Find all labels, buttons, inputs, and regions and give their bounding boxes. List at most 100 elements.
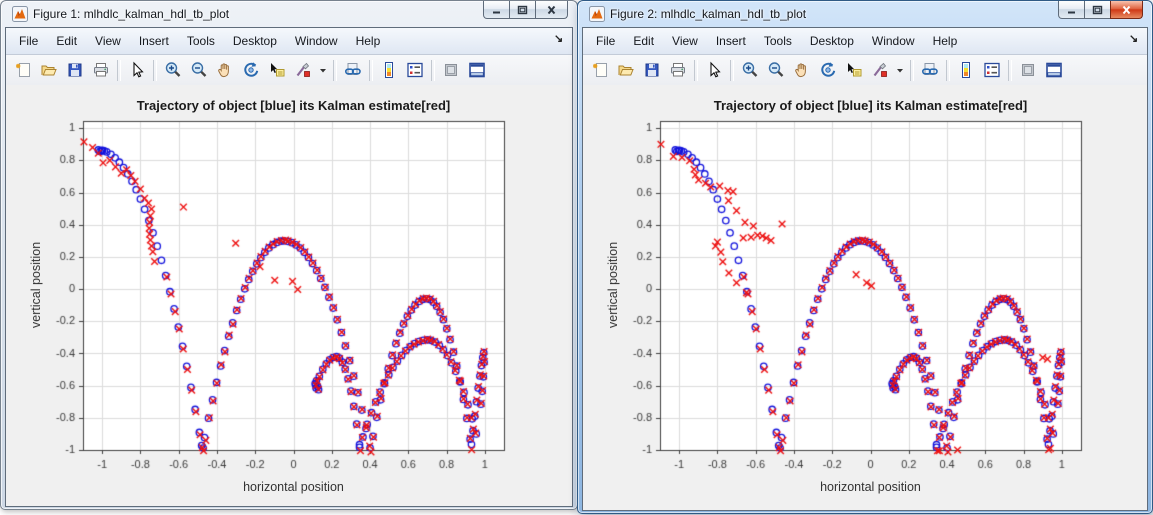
toolbar-separator: [369, 59, 373, 81]
toolbar-separator: [946, 59, 950, 81]
hide-plot-tools-icon: [1022, 64, 1034, 76]
matlab-figure-icon: [589, 6, 605, 22]
insert-colorbar-icon: [385, 62, 393, 78]
zoom-in-icon: [742, 62, 758, 77]
open-file-button[interactable]: [613, 57, 639, 83]
menu-item-window[interactable]: Window: [294, 33, 338, 48]
save-figure-button[interactable]: [639, 57, 665, 83]
menu-overflow-icon[interactable]: ↘: [1129, 33, 1139, 45]
link-plot-button[interactable]: [917, 57, 943, 83]
restore-button[interactable]: [509, 1, 536, 19]
window-titlebar[interactable]: Figure 2: mlhdlc_kalman_hdl_tb_plot: [582, 1, 1148, 27]
x-axis-label: horizontal position: [820, 480, 921, 494]
brush-data-icon: [296, 62, 310, 77]
minimize-button[interactable]: [1058, 1, 1085, 19]
new-figure-button[interactable]: [587, 57, 613, 83]
link-plot-icon: [921, 63, 938, 75]
pan-hand-button[interactable]: [212, 57, 238, 83]
link-plot-icon: [344, 63, 361, 75]
edit-plot-arrow-button[interactable]: [124, 57, 150, 83]
toolbar-separator: [694, 59, 698, 81]
brush-data-button[interactable]: [290, 57, 316, 83]
figure-window-2: Figure 2: mlhdlc_kalman_hdl_tb_plot File…: [577, 0, 1153, 514]
toolbar-separator: [910, 59, 914, 81]
x-axis-label: horizontal position: [243, 480, 344, 494]
restore-button[interactable]: [1084, 1, 1111, 19]
zoom-in-button[interactable]: [737, 57, 763, 83]
zoom-out-button[interactable]: [186, 57, 212, 83]
plot-axes[interactable]: [583, 85, 1147, 503]
toolbar-separator: [153, 59, 157, 81]
menu-item-insert[interactable]: Insert: [138, 33, 169, 48]
rotate-3d-button[interactable]: [815, 57, 841, 83]
insert-legend-button[interactable]: [979, 57, 1005, 83]
link-plot-button[interactable]: [340, 57, 366, 83]
insert-legend-button[interactable]: [402, 57, 428, 83]
print-figure-button[interactable]: [665, 57, 691, 83]
new-figure-button[interactable]: [10, 57, 36, 83]
data-cursor-icon: [271, 63, 285, 77]
zoom-in-button[interactable]: [160, 57, 186, 83]
y-axis-label: vertical position: [29, 241, 43, 329]
edit-plot-arrow-button[interactable]: [701, 57, 727, 83]
data-cursor-button[interactable]: [264, 57, 290, 83]
close-button[interactable]: [1110, 1, 1143, 19]
rotate-3d-icon: [244, 62, 259, 77]
brush-dropdown-icon[interactable]: [893, 57, 907, 83]
menu-item-view[interactable]: View: [672, 33, 698, 48]
rotate-3d-icon: [821, 62, 836, 77]
save-figure-icon: [68, 63, 82, 77]
hide-plot-tools-button[interactable]: [1015, 57, 1041, 83]
show-plot-tools-button[interactable]: [1041, 57, 1067, 83]
window-content: File Edit View Insert Tools Desktop Window Help…: [5, 27, 573, 507]
toolbar-separator: [431, 59, 435, 81]
brush-dropdown-icon: [897, 69, 903, 73]
menu-item-help[interactable]: Help: [355, 33, 381, 48]
menu-item-help[interactable]: Help: [932, 33, 958, 48]
menu-item-window[interactable]: Window: [871, 33, 915, 48]
window-titlebar[interactable]: Figure 1: mlhdlc_kalman_hdl_tb_plot: [5, 1, 573, 27]
show-plot-tools-icon: [469, 62, 485, 78]
minimize-button[interactable]: [483, 1, 510, 19]
zoom-out-icon: [768, 62, 784, 77]
toolbar-separator: [1008, 59, 1012, 81]
menu-item-tools[interactable]: Tools: [186, 33, 215, 48]
insert-legend-icon: [984, 62, 1000, 78]
show-plot-tools-button[interactable]: [464, 57, 490, 83]
menu-item-view[interactable]: View: [95, 33, 121, 48]
brush-dropdown-icon[interactable]: [316, 57, 330, 83]
brush-data-button[interactable]: [867, 57, 893, 83]
menu-item-edit[interactable]: Edit: [56, 33, 78, 48]
menu-item-insert[interactable]: Insert: [715, 33, 746, 48]
menu-bar: File Edit View Insert Tools Desktop Window Help…: [6, 28, 572, 55]
menu-bar: File Edit View Insert Tools Desktop Window Help…: [583, 28, 1147, 55]
rotate-3d-button[interactable]: [238, 57, 264, 83]
menu-item-file[interactable]: File: [19, 33, 39, 48]
open-file-button[interactable]: [36, 57, 62, 83]
data-cursor-button[interactable]: [841, 57, 867, 83]
menu-item-desktop[interactable]: Desktop: [232, 33, 277, 48]
new-figure-icon: [593, 63, 607, 77]
figure-canvas-area: Trajectory of object [blue] its Kalman e…: [6, 85, 572, 506]
pan-hand-button[interactable]: [789, 57, 815, 83]
insert-colorbar-button[interactable]: [953, 57, 979, 83]
window-content: File Edit View Insert Tools Desktop Window Help…: [582, 27, 1148, 511]
zoom-out-button[interactable]: [763, 57, 789, 83]
close-button[interactable]: [535, 1, 568, 19]
pan-hand-icon: [218, 63, 229, 78]
plot-title: Trajectory of object [blue] its Kalman e…: [713, 98, 1028, 113]
toolbar-separator: [117, 59, 121, 81]
save-figure-button[interactable]: [62, 57, 88, 83]
hide-plot-tools-button[interactable]: [438, 57, 464, 83]
print-figure-button[interactable]: [88, 57, 114, 83]
menu-overflow-icon[interactable]: ↘: [554, 33, 564, 45]
menu-item-tools[interactable]: Tools: [763, 33, 792, 48]
menu-item-edit[interactable]: Edit: [633, 33, 655, 48]
data-cursor-icon: [848, 63, 862, 77]
menu-item-desktop[interactable]: Desktop: [809, 33, 854, 48]
insert-colorbar-button[interactable]: [376, 57, 402, 83]
zoom-out-icon: [191, 62, 207, 77]
open-file-icon: [618, 65, 634, 76]
plot-axes[interactable]: [6, 85, 572, 503]
menu-item-file[interactable]: File: [596, 33, 616, 48]
